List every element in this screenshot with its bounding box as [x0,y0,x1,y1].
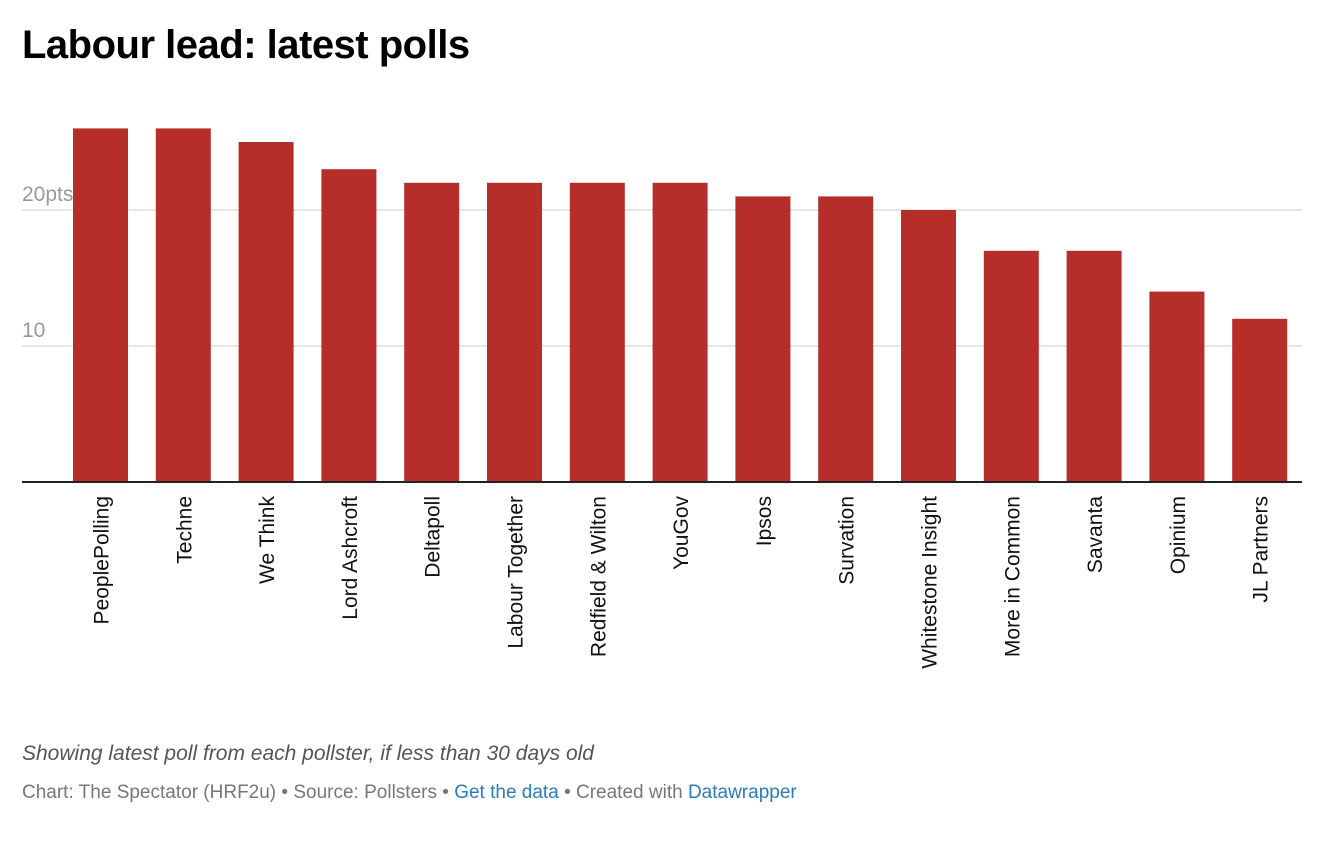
x-tick-label: PeoplePolling [91,496,114,624]
bar-we-think [238,142,294,482]
created-with-text: Created with [576,782,683,803]
bar-more-in-common [983,250,1039,482]
x-tick-label: More in Common [1001,496,1024,657]
bar-yougov [652,182,708,483]
x-tick-label: Redfield & Wilton [587,496,610,657]
x-tick-label: Labour Together [505,496,528,649]
bar-chart: 20pts 10 PeoplePolling Techne We Think Lord A… [22,128,1302,669]
footer-separator: • [564,782,571,803]
bar-deltapoll [404,182,460,483]
bar-savanta [1066,250,1122,482]
bar-redfield-wilton [569,182,625,483]
bar-whitestone-insight [901,210,956,482]
x-tick-label: Techne [173,496,196,564]
x-tick-label: Survation [836,496,859,585]
bar-labour-together [487,182,542,483]
bar-techne [155,128,211,482]
x-tick-label: Opinium [1167,496,1190,574]
get-the-data-link[interactable]: Get the data [454,782,559,803]
x-tick-label: Deltapoll [422,496,445,578]
datawrapper-link[interactable]: Datawrapper [687,782,797,803]
chart-title: Labour lead: latest polls [22,23,470,67]
bar-peoplepolling [73,128,128,482]
y-tick-label: 10 [22,319,45,342]
footer-separator: • [281,782,289,803]
x-tick-label: JL Partners [1250,496,1273,603]
chart-footer: Chart: The Spectator (HRF2u) • Source: P… [22,782,797,804]
bar-jl-partners [1232,318,1288,482]
source-text: Source: Pollsters [293,782,437,803]
x-tick-label: Ipsos [753,496,776,546]
bar-lord-ashcroft [321,169,377,482]
bar-opinium [1149,291,1205,482]
x-tick-label: Lord Ashcroft [339,496,362,620]
x-tick-label: Savanta [1084,496,1107,573]
chart-notes: Showing latest poll from each pollster, … [22,742,594,765]
x-tick-label: Whitestone Insight [919,496,942,669]
chart-credit: Chart: The Spectator (HRF2u) [22,782,277,803]
bar-survation [818,196,874,482]
bar-ipsos [735,196,791,482]
y-tick-label: 20pts [22,183,73,206]
footer-separator: • [442,782,449,803]
x-tick-label: YouGov [670,496,693,570]
x-tick-label: We Think [256,496,279,584]
